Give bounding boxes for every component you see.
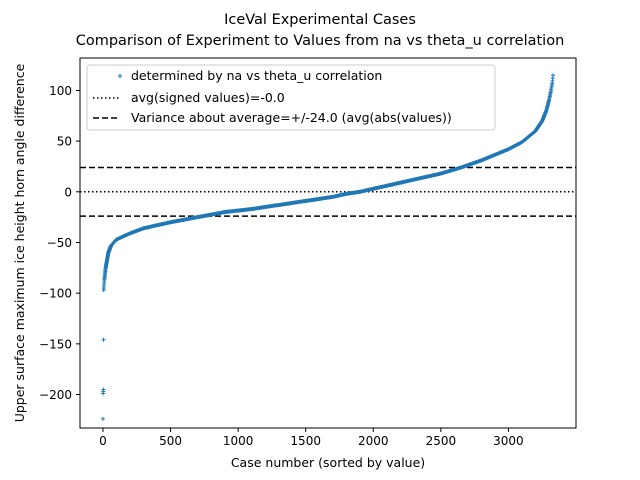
x-axis-label: Case number (sorted by value)	[231, 455, 425, 470]
y-tick-label: 0	[64, 185, 72, 199]
y-axis-label: Upper surface maximum ice height horn an…	[12, 63, 27, 422]
y-axis: 100 50 0 −50 −100 −150 −200	[39, 84, 80, 402]
y-tick-label: −200	[39, 388, 72, 402]
y-tick-label: 100	[49, 84, 72, 98]
data-points	[100, 73, 556, 421]
x-tick-label: 500	[159, 434, 182, 448]
legend-label-points: determined by na vs theta_u correlation	[131, 68, 382, 83]
x-tick-label: 2000	[358, 434, 389, 448]
x-tick-label: 0	[99, 434, 107, 448]
plot-area	[80, 73, 576, 421]
legend-label-variance: Variance about average=+/-24.0 (avg(abs(…	[131, 110, 452, 125]
y-tick-label: −100	[39, 287, 72, 301]
data-point	[100, 416, 105, 421]
x-tick-label: 1500	[290, 434, 321, 448]
chart-subtitle: Comparison of Experiment to Values from …	[76, 33, 565, 49]
y-tick-label: 50	[57, 135, 72, 149]
x-axis: 0 500 1000 1500 2000 2500 3000	[99, 428, 524, 448]
legend-label-average: avg(signed values)=-0.0	[131, 90, 285, 105]
legend-marker-points	[117, 73, 123, 79]
axes-frame	[79, 57, 577, 429]
data-point	[101, 337, 106, 342]
x-tick-label: 1000	[223, 434, 254, 448]
y-tick-label: −150	[39, 337, 72, 351]
legend-box	[86, 64, 496, 131]
chart-title: IceVal Experimental Cases	[224, 12, 416, 28]
y-tick-label: −50	[47, 236, 72, 250]
x-tick-label: 3000	[493, 434, 524, 448]
x-tick-label: 2500	[426, 434, 457, 448]
legend: determined by na vs theta_u correlation …	[86, 64, 496, 131]
data-point	[101, 387, 106, 392]
data-point	[551, 73, 556, 78]
